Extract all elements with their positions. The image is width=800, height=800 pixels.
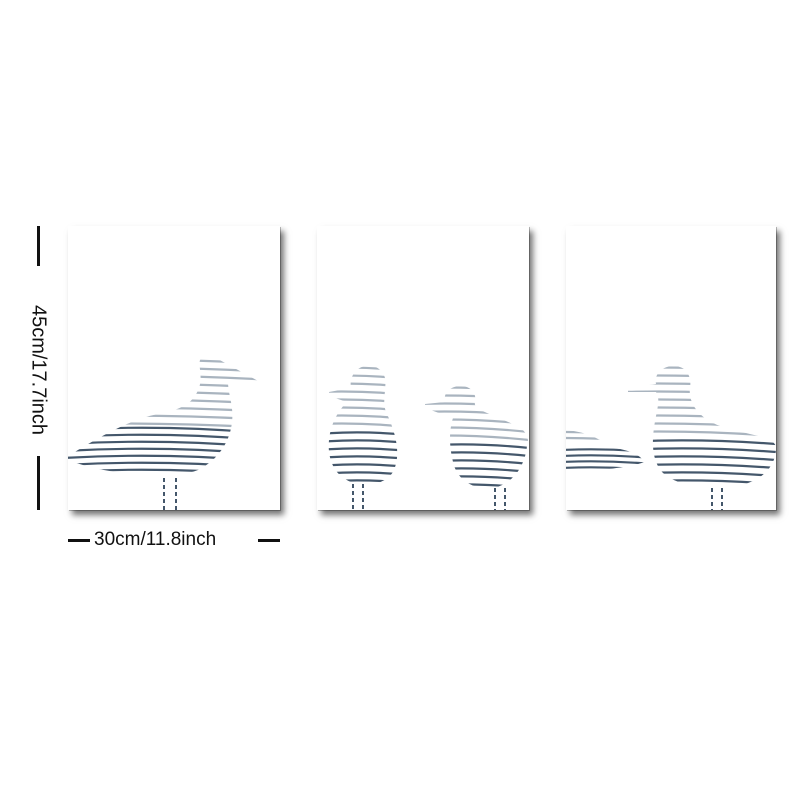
seagull-silhouette-right: [425, 386, 528, 489]
seagull-legs-left: [352, 484, 364, 510]
height-marker-top: [37, 226, 40, 266]
width-marker-left: [68, 539, 90, 542]
seagull-silhouette: [68, 358, 260, 476]
width-label: 30cm/11.8inch: [94, 529, 217, 550]
seagull-tail-fragment: [566, 430, 644, 472]
height-label: 45cm/17.7inch: [27, 304, 50, 436]
seagull-legs: [711, 488, 723, 510]
seagull-silhouette: [628, 366, 776, 486]
seagull-art-left: [68, 358, 260, 510]
canvas-panel-right: [566, 226, 776, 510]
canvas-panel-middle: [317, 226, 529, 510]
canvas-panel-left: [68, 226, 280, 510]
seagull-legs: [163, 478, 177, 510]
seagull-art-right: [566, 366, 776, 510]
width-marker-right: [258, 539, 280, 542]
seagull-legs-right: [494, 488, 506, 510]
seagull-art-middle: [328, 366, 528, 510]
height-marker-bottom: [37, 456, 40, 510]
seagull-silhouette-left: [328, 366, 398, 485]
